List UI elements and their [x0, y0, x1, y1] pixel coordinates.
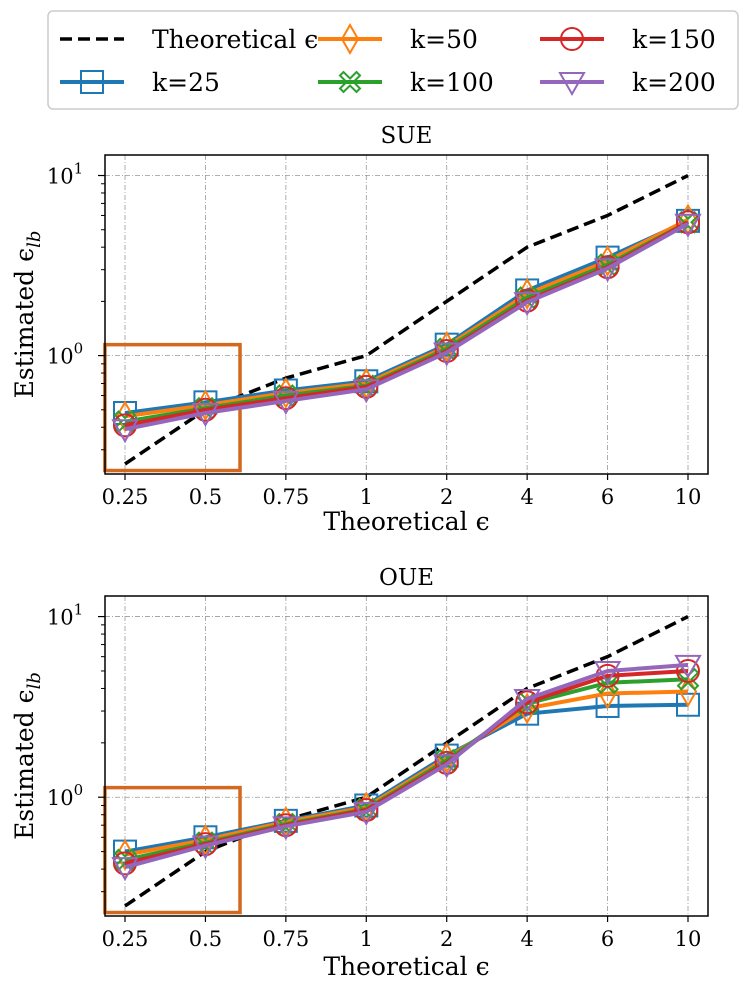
data-point	[676, 210, 700, 235]
series-k-50	[115, 203, 698, 433]
y-axis-label-subscript: lb	[24, 231, 45, 248]
x-tick-label: 1	[360, 485, 373, 509]
legend-entry: Theoretical ϵ	[60, 25, 318, 54]
y-tick-label: 101	[47, 601, 83, 630]
legend-label: k=200	[632, 68, 716, 97]
data-point	[432, 754, 461, 779]
data-point	[352, 379, 381, 404]
x-tick-label: 10	[675, 927, 702, 951]
legend-label: k=150	[632, 25, 716, 54]
axes-frame	[104, 595, 709, 917]
data-point	[593, 660, 622, 685]
data-point	[674, 654, 702, 679]
x-tick-label: 6	[601, 485, 614, 509]
y-tick-label: 100	[47, 781, 83, 810]
y-axis-label: Estimated ϵlb	[10, 672, 45, 840]
x-tick-label: 0.75	[262, 485, 309, 509]
grid	[105, 155, 708, 474]
x-axis-label: Theoretical ϵ	[323, 952, 489, 981]
legend-entry: k=25	[60, 68, 220, 97]
y-axis-label: Estimated ϵlb	[10, 231, 45, 399]
data-point	[111, 857, 139, 882]
data-point	[272, 816, 300, 841]
x-tick-label: 0.5	[189, 485, 222, 509]
series-k-150	[113, 210, 700, 438]
y-tick-label: 100	[47, 340, 83, 369]
y-tick-exponent: 1	[74, 601, 84, 619]
x-tick-label: 1	[360, 927, 373, 951]
legend-marker	[340, 22, 360, 56]
series-line	[124, 615, 689, 908]
chart-title: SUE	[381, 123, 433, 149]
y-tick-exponent: 0	[74, 781, 84, 799]
x-axis-label: Theoretical ϵ	[323, 507, 489, 536]
legend-entry: k=100	[318, 68, 494, 97]
y-axis-label-subscript: lb	[24, 672, 45, 689]
data-point	[598, 677, 617, 710]
x-tick-label: 0.25	[102, 927, 149, 951]
series-theoretical-	[124, 615, 689, 908]
data-point	[434, 339, 459, 364]
legend-label: Theoretical ϵ	[152, 25, 318, 54]
data-point	[272, 390, 300, 415]
x-tick-label: 0.5	[189, 927, 222, 951]
legend-marker	[338, 70, 362, 94]
x-tick-label: 10	[675, 485, 702, 509]
data-point	[515, 690, 540, 715]
data-point	[352, 801, 381, 826]
series-k-200	[111, 654, 702, 882]
x-tick-label: 0.25	[102, 485, 149, 509]
data-point	[676, 692, 700, 717]
x-tick-label: 6	[601, 927, 614, 951]
series-k-200	[111, 213, 702, 444]
series-line	[124, 662, 689, 870]
legend-marker	[560, 27, 584, 51]
x-tick-label: 2	[440, 927, 453, 951]
data-point	[513, 292, 541, 317]
data-point	[432, 342, 461, 367]
legend-entry: k=200	[540, 68, 716, 97]
x-tick-label: 4	[520, 485, 533, 509]
data-point	[513, 688, 541, 713]
data-point	[354, 374, 379, 399]
y-tick-exponent: 1	[74, 160, 84, 178]
data-point	[593, 258, 622, 283]
legend-label: k=100	[410, 68, 494, 97]
axes-frame	[104, 154, 709, 475]
series-k-25	[113, 208, 700, 425]
data-point	[676, 658, 700, 683]
data-point	[515, 288, 540, 313]
data-point	[434, 750, 459, 775]
x-tick-label: 4	[520, 927, 533, 951]
y-tick-exponent: 0	[74, 340, 84, 358]
x-tick-label: 2	[440, 485, 453, 509]
series-line	[124, 221, 689, 432]
data-point	[674, 213, 702, 238]
data-point	[354, 797, 379, 822]
legend-marker	[558, 72, 586, 97]
legend-marker	[80, 70, 104, 94]
grid	[105, 596, 708, 916]
legend-label: k=25	[152, 68, 220, 97]
chart-title: OUE	[379, 565, 434, 591]
y-tick-label: 101	[47, 160, 83, 189]
legend-entry: k=50	[318, 22, 478, 56]
legend: Theoretical ϵ k=25 k=50 k=100 k=150 k=200	[47, 10, 739, 110]
x-tick-label: 0.75	[262, 927, 309, 951]
legend-label: k=50	[410, 25, 478, 54]
data-point	[191, 402, 220, 428]
data-point	[111, 419, 139, 444]
data-point	[595, 255, 620, 280]
data-point	[191, 835, 220, 860]
legend-entry: k=150	[540, 25, 716, 54]
